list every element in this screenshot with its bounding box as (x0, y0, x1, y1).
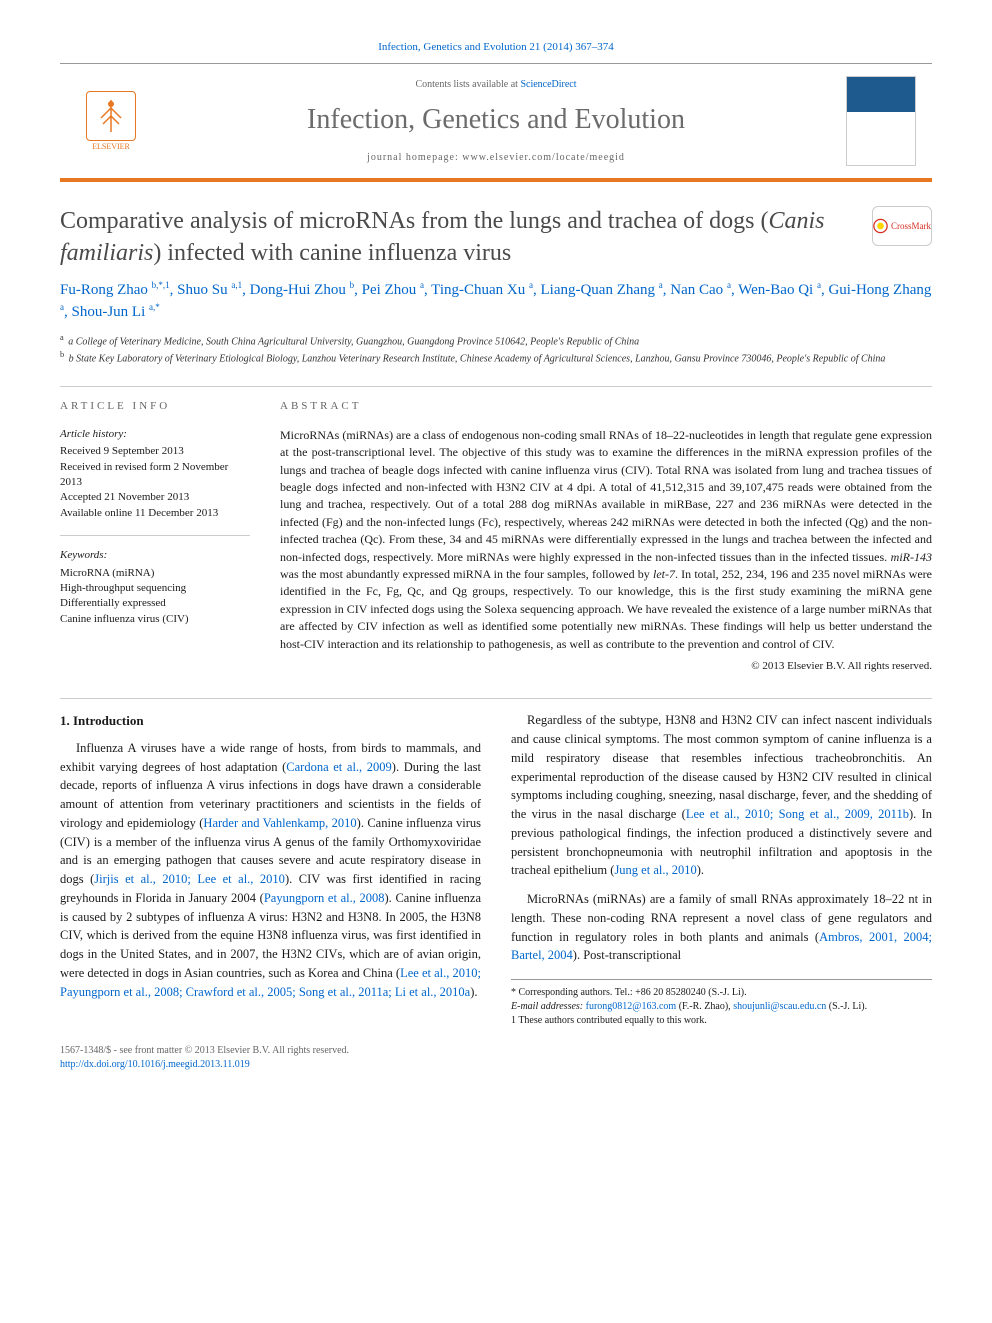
crossmark-badge[interactable]: CrossMark (872, 206, 932, 246)
citation-link[interactable]: Lee et al., 2010; Song et al., 2009, 201… (686, 807, 909, 821)
article-history: Article history: Received 9 September 20… (60, 427, 250, 521)
elsevier-tree-icon (86, 91, 136, 141)
journal-cover-thumb (846, 76, 916, 166)
keyword: MicroRNA (miRNA) (60, 566, 250, 581)
affiliation-a: a a College of Veterinary Medicine, Sout… (60, 332, 932, 349)
history-online: Available online 11 December 2013 (60, 506, 250, 521)
keyword: Differentially expressed (60, 596, 250, 611)
keyword: Canine influenza virus (CIV) (60, 612, 250, 627)
divider (60, 535, 250, 536)
keyword: High-throughput sequencing (60, 581, 250, 596)
header-citation: Infection, Genetics and Evolution 21 (20… (60, 40, 932, 55)
history-received: Received 9 September 2013 (60, 444, 250, 459)
divider (60, 386, 932, 387)
contents-line: Contents lists available at ScienceDirec… (162, 78, 830, 92)
abstract-label: ABSTRACT (280, 399, 932, 414)
footnotes: * Corresponding authors. Tel.: +86 20 85… (511, 979, 932, 1028)
citation-link[interactable]: Payungporn et al., 2008 (264, 891, 385, 905)
email-link[interactable]: furong0812@163.com (586, 1001, 677, 1012)
history-accepted: Accepted 21 November 2013 (60, 490, 250, 505)
abstract-text: MicroRNAs (miRNAs) are a class of endoge… (280, 427, 932, 653)
article-info-label: ARTICLE INFO (60, 399, 250, 414)
citation-link[interactable]: Harder and Vahlenkamp, 2010 (203, 816, 356, 830)
contents-prefix: Contents lists available at (415, 79, 520, 90)
crossmark-label: CrossMark (891, 220, 931, 233)
body-paragraph: Regardless of the subtype, H3N8 and H3N2… (511, 711, 932, 880)
corresponding-author: * Corresponding authors. Tel.: +86 20 85… (511, 986, 932, 1000)
article-title: Comparative analysis of microRNAs from t… (60, 206, 856, 268)
footer-copyright: 1567-1348/$ - see front matter © 2013 El… (60, 1044, 932, 1058)
abstract-copyright: © 2013 Elsevier B.V. All rights reserved… (280, 659, 932, 674)
section-heading: 1. Introduction (60, 711, 481, 731)
citation-link[interactable]: Jung et al., 2010 (614, 863, 696, 877)
divider (60, 698, 932, 699)
email-addresses: E-mail addresses: furong0812@163.com (F.… (511, 1000, 932, 1014)
journal-name: Infection, Genetics and Evolution (162, 100, 830, 139)
history-label: Article history: (60, 427, 250, 442)
equal-contribution: 1 These authors contributed equally to t… (511, 1014, 932, 1028)
citation-link[interactable]: Jirjis et al., 2010; Lee et al., 2010 (94, 872, 285, 886)
footer: 1567-1348/$ - see front matter © 2013 El… (60, 1044, 932, 1072)
keywords-label: Keywords: (60, 548, 250, 563)
keywords: Keywords: MicroRNA (miRNA) High-throughp… (60, 548, 250, 627)
publisher-name: ELSEVIER (92, 141, 130, 152)
history-revised: Received in revised form 2 November 2013 (60, 460, 250, 491)
body-paragraph: MicroRNAs (miRNAs) are a family of small… (511, 890, 932, 965)
email-label: E-mail addresses: (511, 1001, 586, 1012)
sciencedirect-link[interactable]: ScienceDirect (520, 79, 576, 90)
affiliation-b: b b State Key Laboratory of Veterinary E… (60, 349, 932, 366)
body-paragraph: Influenza A viruses have a wide range of… (60, 739, 481, 1002)
homepage-line: journal homepage: www.elsevier.com/locat… (162, 151, 830, 165)
authors-list: Fu-Rong Zhao b,*,1, Shuo Su a,1, Dong-Hu… (60, 279, 932, 324)
email-link[interactable]: shoujunli@scau.edu.cn (733, 1001, 826, 1012)
elsevier-logo: ELSEVIER (76, 81, 146, 161)
journal-header: ELSEVIER Contents lists available at Sci… (60, 63, 932, 182)
affiliations: a a College of Veterinary Medicine, Sout… (60, 332, 932, 367)
article-body: 1. Introduction Influenza A viruses have… (60, 711, 932, 1028)
doi-link[interactable]: http://dx.doi.org/10.1016/j.meegid.2013.… (60, 1059, 250, 1070)
citation-link[interactable]: Cardona et al., 2009 (286, 760, 392, 774)
